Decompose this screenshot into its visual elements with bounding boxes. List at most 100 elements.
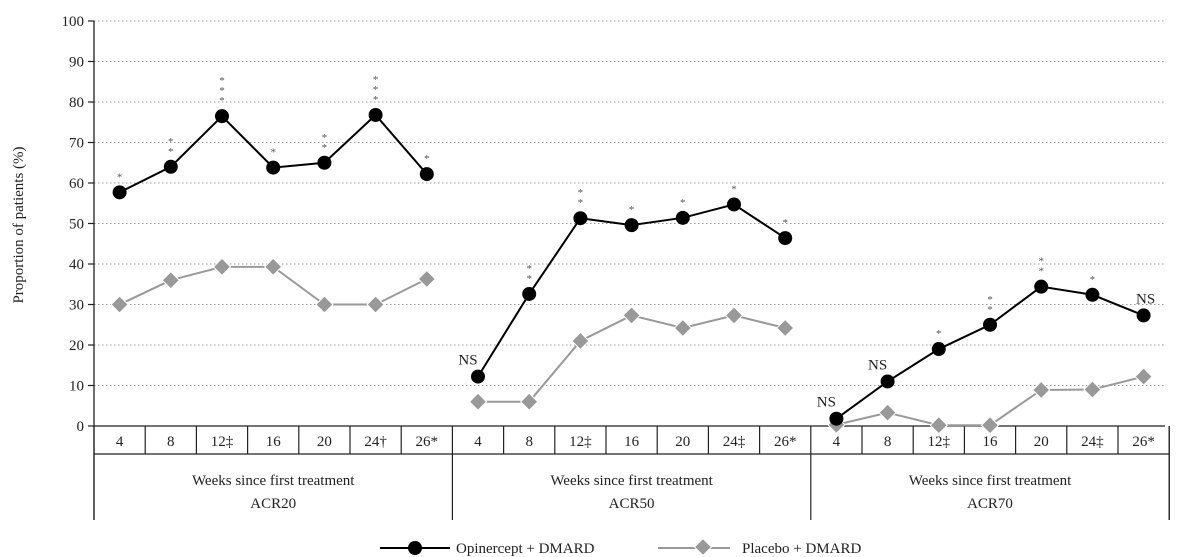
data-point-placebo xyxy=(315,295,334,314)
data-point-opinercept xyxy=(317,155,332,170)
group-name: ACR20 xyxy=(250,496,296,512)
significance-star: * xyxy=(168,146,174,158)
x-category-label: 24‡ xyxy=(723,434,746,450)
y-tick-label-40: 40 xyxy=(69,257,84,273)
x-category-label: 4 xyxy=(116,434,124,450)
gridlines xyxy=(94,20,1165,386)
significance-star: * xyxy=(526,263,532,275)
x-category-label: 12‡ xyxy=(211,434,234,450)
data-point-opinercept xyxy=(573,211,588,226)
y-tick-label-30: 30 xyxy=(69,298,84,314)
significance-star: * xyxy=(731,183,737,195)
legend-placebo-marker xyxy=(693,537,713,557)
x-category-label: 24‡ xyxy=(1081,434,1104,450)
data-point-opinercept xyxy=(1085,287,1100,302)
y-tick-label-50: 50 xyxy=(69,217,84,233)
data-point-placebo xyxy=(520,392,539,411)
x-axis-title: Weeks since first treatment xyxy=(550,473,713,489)
significance-star: * xyxy=(987,304,993,316)
data-point-opinercept xyxy=(112,185,127,200)
data-point-placebo xyxy=(673,318,692,338)
data-point-opinercept xyxy=(163,159,178,174)
data-point-placebo xyxy=(878,403,897,422)
y-tick-label-60: 60 xyxy=(69,176,84,192)
data-point-placebo xyxy=(929,415,948,435)
x-category-label: 24† xyxy=(364,434,387,450)
significance-star: * xyxy=(424,153,430,165)
significance-star: * xyxy=(1038,256,1044,268)
legend: Opinercept + DMARD Placebo + DMARD xyxy=(380,537,861,557)
x-category-label: 16 xyxy=(624,434,640,450)
y-tick-label-10: 10 xyxy=(69,379,84,395)
data-point-placebo xyxy=(1083,380,1102,399)
data-point-placebo xyxy=(622,306,641,325)
legend-opinercept-label: Opinercept + DMARD xyxy=(456,541,595,557)
x-category-label: 8 xyxy=(884,434,892,450)
significance-star: * xyxy=(526,273,532,285)
data-point-opinercept xyxy=(266,160,281,175)
significance-star: * xyxy=(680,197,686,209)
y-tick-label-0: 0 xyxy=(77,419,85,435)
x-category-label: 4 xyxy=(474,434,482,450)
legend-placebo-label: Placebo + DMARD xyxy=(742,541,861,557)
data-point-placebo xyxy=(366,295,385,314)
data-point-placebo xyxy=(776,318,795,338)
significance-star: * xyxy=(219,85,225,97)
x-category-label: 16 xyxy=(983,434,999,450)
significance-star: * xyxy=(1090,274,1096,286)
significance-star: * xyxy=(1038,266,1044,278)
significance-star: * xyxy=(936,328,942,340)
significance-star: * xyxy=(322,132,328,144)
ns-label: NS xyxy=(868,357,887,373)
significance-star: * xyxy=(578,187,584,199)
x-category-label: 20 xyxy=(317,434,332,450)
x-category-label: 12‡ xyxy=(928,434,951,450)
group-name: ACR70 xyxy=(967,496,1013,512)
x-category-label: 26* xyxy=(1132,434,1155,450)
data-point-placebo xyxy=(468,392,488,411)
data-point-opinercept xyxy=(1136,308,1151,323)
y-tick-label-70: 70 xyxy=(69,136,84,152)
x-axis-title: Weeks since first treatment xyxy=(192,473,355,489)
significance-star: * xyxy=(219,95,225,107)
significance-star: * xyxy=(168,136,174,148)
data-point-opinercept xyxy=(215,109,229,124)
significance-star: * xyxy=(117,171,123,183)
data-point-placebo xyxy=(110,295,129,314)
data-point-placebo xyxy=(1032,380,1051,400)
series-line-placebo xyxy=(478,314,786,403)
significance-star: * xyxy=(987,294,993,306)
data-point-opinercept xyxy=(931,342,946,357)
x-category-label: 20 xyxy=(675,434,690,450)
data-point-opinercept xyxy=(1034,279,1049,294)
data-point-opinercept xyxy=(778,231,793,246)
data-point-opinercept xyxy=(624,218,639,233)
significance-star: * xyxy=(219,75,225,87)
data-point-placebo xyxy=(264,257,283,277)
significance-star: * xyxy=(322,142,328,154)
data-point-opinercept xyxy=(983,317,997,332)
x-categories: 4 8 12‡ 16 20 24† 26* Weeks since first treatme… xyxy=(93,426,1170,520)
data-point-placebo xyxy=(724,306,744,325)
legend-opinercept-marker xyxy=(408,541,422,555)
data-point-placebo xyxy=(980,415,1000,435)
data-point-opinercept xyxy=(368,107,383,122)
x-axis-title: Weeks since first treatment xyxy=(909,473,1072,489)
data-point-placebo xyxy=(571,331,590,351)
x-category-label: 4 xyxy=(833,434,841,450)
data-point-placebo xyxy=(1134,367,1153,386)
data-point-opinercept xyxy=(829,411,844,426)
data-point-opinercept xyxy=(675,210,690,225)
data-point-placebo xyxy=(161,271,180,290)
data-point-opinercept xyxy=(419,167,434,182)
significance-star: * xyxy=(373,74,379,86)
y-tick-label-90: 90 xyxy=(69,55,84,71)
data-point-opinercept xyxy=(880,374,895,389)
x-category-label: 26* xyxy=(774,434,797,450)
significance-star: * xyxy=(629,204,635,216)
data-point-placebo xyxy=(417,269,436,289)
group-name: ACR50 xyxy=(609,496,655,512)
significance-star: * xyxy=(782,217,788,229)
